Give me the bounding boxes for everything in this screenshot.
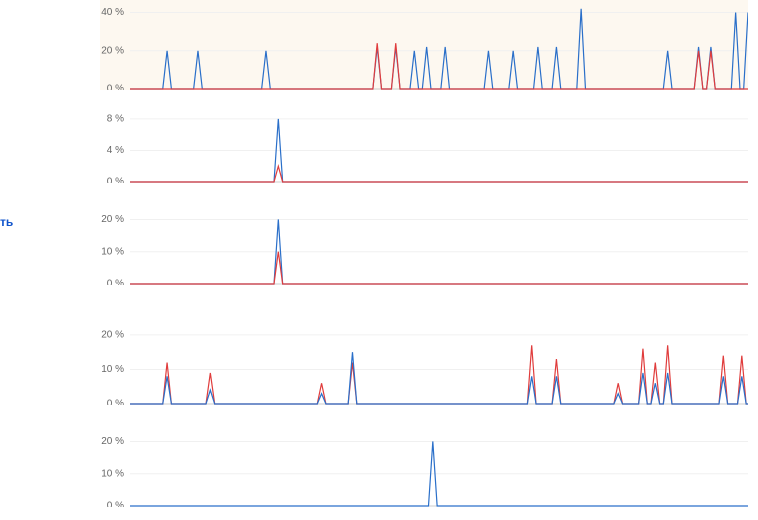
chart-panel-4: 0 % 10 % 20 % [100,432,748,507]
ytick-label: 20 % [101,330,124,341]
series-line-red [130,252,748,284]
chart-panel-0: 0 % 20 % 40 % [100,0,748,90]
chart-svg-4: 0 % 10 % 20 % [100,432,748,507]
series-line-red [130,345,748,404]
series-line-red [130,166,748,182]
ytick-label: 10 % [101,468,124,479]
ytick-label: 20 % [101,45,124,56]
ytick-label: 10 % [101,364,124,375]
chart-panel-2: 0 % 10 % 20 % [100,210,748,285]
ytick-label: 0 % [107,84,124,90]
series-line-blue [130,352,748,404]
ytick-label: 0 % [107,501,124,507]
series-line-blue [130,9,748,89]
ytick-label: 20 % [101,436,124,447]
chart-panel-1: 0 % 4 % 8 % [100,108,748,183]
ytick-label: 40 % [101,7,124,18]
chart-panel-3: 0 % 10 % 20 % [100,325,748,405]
ytick-label: 8 % [107,114,124,125]
ytick-label: 10 % [101,246,124,257]
ytick-label: 4 % [107,145,124,156]
ytick-label: 0 % [107,177,124,183]
chart-svg-1: 0 % 4 % 8 % [100,108,748,183]
ytick-label: 0 % [107,279,124,285]
series-line-red [130,43,748,89]
chart-svg-0: 0 % 20 % 40 % [100,0,748,90]
side-label: ть [0,215,13,229]
ytick-label: 0 % [107,399,124,405]
chart-svg-2: 0 % 10 % 20 % [100,210,748,285]
chart-svg-3: 0 % 10 % 20 % [100,325,748,405]
ytick-label: 20 % [101,214,124,225]
